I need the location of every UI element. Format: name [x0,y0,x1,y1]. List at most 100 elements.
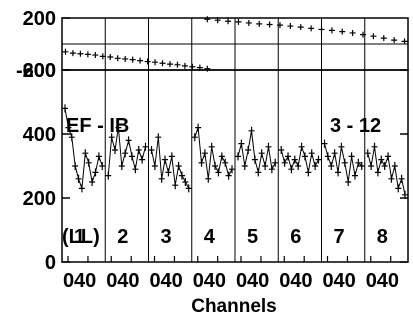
amplitude-point [288,165,295,174]
amplitude-point [65,123,72,132]
amp-ytick-label: 200 [23,188,56,210]
amplitude-point [142,142,149,151]
amplitude-point [135,146,142,154]
amplitude-point [201,149,208,158]
amp-ytick-label: 0 [45,252,56,274]
amplitude-point [151,162,158,170]
phase-point [152,59,159,66]
amplitude-point [272,158,279,167]
amplitude-point [82,149,89,158]
amplitude-point [122,149,129,158]
amplitude-point [62,104,68,113]
amplitude-series-line [151,137,190,189]
amplitude-series-line [280,144,319,173]
amplitude-point [348,152,355,161]
phase-point [235,18,242,25]
amplitude-point [89,178,96,186]
amplitude-point [165,168,172,177]
x-tick-label: 40 [290,270,312,292]
x-tick-label: 40 [334,270,356,292]
phase-point [107,54,114,60]
phase-point [214,17,221,24]
amplitude-point [262,162,269,170]
phase-point [339,28,346,35]
amplitude-point [132,165,139,174]
amplitude-point [99,162,106,170]
amplitude-point [358,162,365,170]
baseline-label: EF - IB [66,115,129,137]
phase-point [114,55,121,62]
amplitude-point [402,190,408,199]
amplitude-point [328,162,335,170]
x-tick-label: 0 [236,270,247,292]
amplitude-point [268,165,275,174]
amplitude-point [335,168,342,177]
phase-point [69,50,76,57]
amplitude-point [158,174,165,183]
amplitude-point [105,171,112,180]
polarization-label: (LL) [62,226,100,248]
x-tick-label: 40 [204,270,226,292]
amplitude-point [258,149,265,158]
amplitude-point [238,139,245,148]
phase-point [181,62,188,69]
x-tick-label: 0 [63,270,74,292]
amplitude-point [371,142,378,151]
amplitude-point [241,162,248,170]
amplitude-point [118,162,125,170]
amplitude-point [395,184,402,193]
amplitude-point [265,142,272,151]
x-tick-label: 0 [193,270,204,292]
amplitude-point [308,149,315,158]
amplitude-point [68,133,75,142]
x-tick-label: 40 [161,270,183,292]
amp-ytick-label: 400 [23,124,56,146]
amplitude-point [291,155,298,164]
amplitude-point [381,162,388,170]
amplitude-point [385,152,392,161]
phase-ytick-label: 200 [23,8,56,30]
x-axis-title: Channels [191,296,277,317]
x-tick-label: 0 [366,270,377,292]
amplitude-point [331,149,338,158]
phase-point [370,33,377,40]
amplitude-point [75,174,82,183]
amplitude-point [198,158,205,167]
amplitude-point [281,158,288,167]
phase-point [62,48,69,55]
phase-point [401,38,408,45]
phase-point [245,19,252,26]
phase-point [122,55,129,62]
window-number-label: 2 [117,226,128,248]
phase-point [166,61,173,68]
phase-point [308,25,315,32]
window-number-label: 4 [204,226,216,248]
amplitude-point [305,168,312,177]
window-number-label: 3 [161,226,172,248]
amplitude-point [355,158,362,167]
phase-point [297,24,304,31]
amplitude-point [215,168,222,177]
amplitude-point [378,155,385,164]
amplitude-point [295,162,302,170]
phase-point [129,56,136,63]
amplitude-point [298,142,305,151]
amplitude-point [205,174,212,183]
amplitude-point [95,152,102,161]
phase-point [349,29,356,36]
x-tick-label: 40 [247,270,269,292]
amplitude-point [388,174,395,183]
x-tick-label: 0 [279,270,290,292]
x-tick-label: 40 [117,270,139,292]
amplitude-point [364,149,371,158]
amplitude-point [338,142,345,151]
amplitude-point [92,168,99,177]
phase-ytick-label: -200 [16,60,56,82]
amplitude-point [374,168,381,177]
amplitude-point [391,162,398,170]
amplitude-point [278,146,285,154]
amplitude-point [78,184,85,193]
amplitude-point [315,155,322,164]
amplitude-point [285,152,292,161]
